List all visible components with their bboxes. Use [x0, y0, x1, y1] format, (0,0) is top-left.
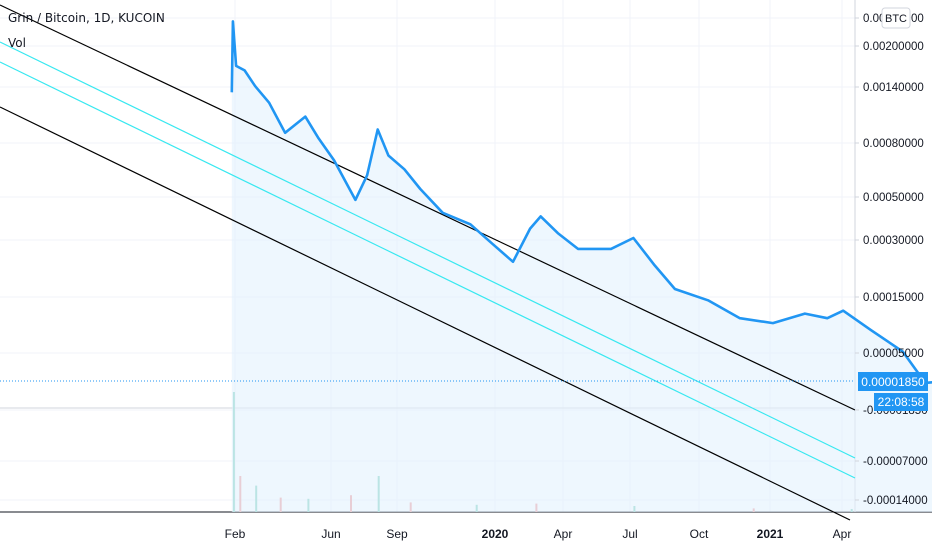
- currency-badge-label: BTC: [885, 13, 907, 25]
- time-axis-tick-label: Apr: [554, 527, 573, 541]
- time-axis-tick-label: 2021: [757, 527, 784, 541]
- countdown-value: 22:08:58: [878, 395, 925, 409]
- time-axis[interactable]: Feb Jun Sep 2020 Apr Jul Oct 2021 Apr: [225, 527, 852, 541]
- channel-upper-line: [0, 4, 856, 411]
- price-axis-tick-label: 0.00050000: [863, 192, 924, 204]
- price-area-fill: [231, 21, 932, 512]
- channel-inner-lower-line: [0, 61, 856, 479]
- price-axis-tick-label: 0.00200000: [863, 41, 924, 53]
- price-axis-tick-label: 0.00080000: [863, 138, 924, 150]
- price-line[interactable]: [230, 20, 932, 385]
- time-axis-tick-label: Jul: [622, 527, 637, 541]
- time-axis-tick-label: 2020: [482, 527, 509, 541]
- time-axis-tick-label: Sep: [386, 527, 408, 541]
- volume-indicator-label[interactable]: Vol: [8, 36, 26, 50]
- regression-channel: [0, 4, 856, 521]
- price-axis-tick-label: 0.00140000: [863, 82, 924, 94]
- price-axis-tick-label: 0.00030000: [863, 235, 924, 247]
- price-axis-tick-label: -0.00007000: [863, 456, 928, 468]
- price-axis-tick-label: 0.00015000: [863, 292, 924, 304]
- current-price-value: 0.00001850: [861, 375, 925, 389]
- channel-inner-upper-line: [0, 41, 856, 459]
- current-price-badge: 0.00001850: [858, 372, 928, 391]
- time-axis-tick-label: Apr: [833, 527, 852, 541]
- price-axis[interactable]: 0.003000000.002000000.001400000.00080000…: [855, 13, 928, 507]
- price-axis-tick-label: 0.00005000: [863, 348, 924, 360]
- countdown-badge: 22:08:58: [874, 393, 928, 411]
- chart-legend-title[interactable]: Grin / Bitcoin, 1D, KUCOIN: [8, 11, 165, 25]
- channel-lower-line: [0, 106, 851, 521]
- time-axis-tick-label: Jun: [321, 527, 340, 541]
- time-axis-tick-label: Oct: [690, 527, 709, 541]
- currency-badge[interactable]: BTC: [881, 7, 911, 29]
- time-axis-tick-label: Feb: [225, 527, 246, 541]
- price-axis-tick-label: -0.00014000: [863, 495, 928, 507]
